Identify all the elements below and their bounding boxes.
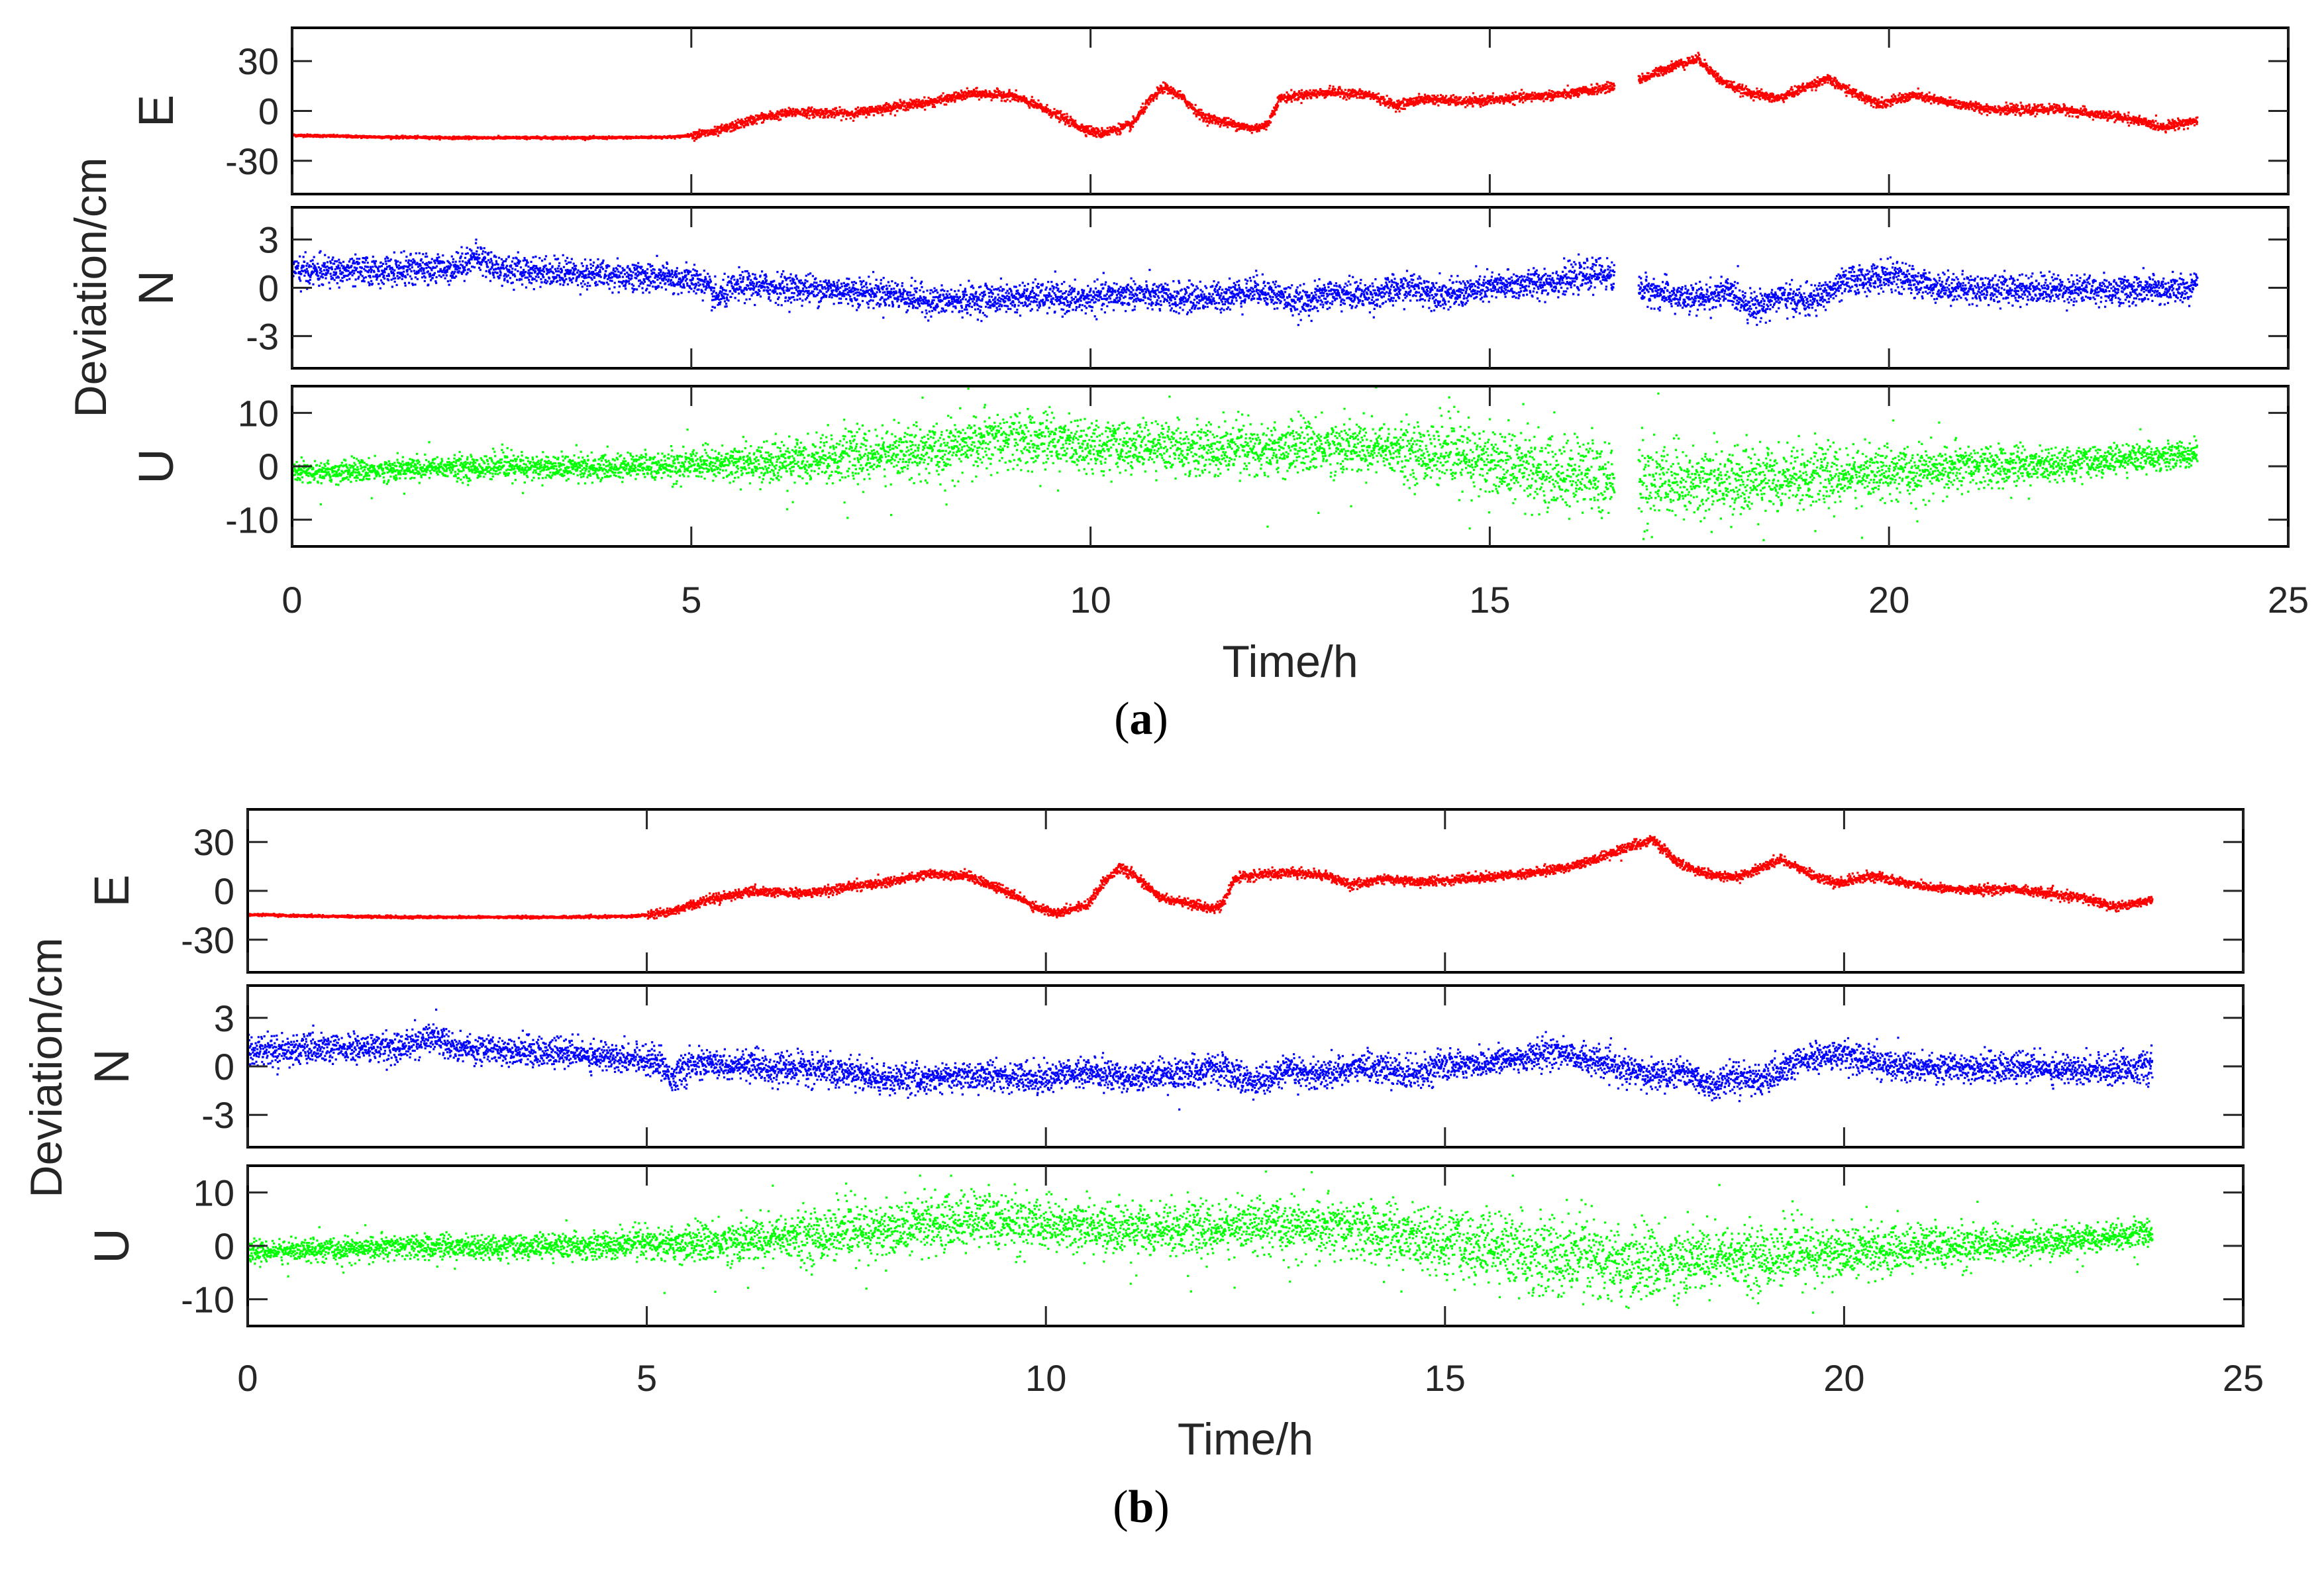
xtick-label: 25	[2268, 579, 2309, 621]
xtick-label: 0	[237, 1357, 258, 1399]
component-label-U: U	[128, 448, 183, 484]
xtick-label: 15	[1425, 1357, 1466, 1399]
ytick-label: 10	[193, 1172, 234, 1213]
x-axis-label: Time/h	[1222, 637, 1358, 687]
subplot-E: 30 0 -30 E	[128, 26, 2290, 195]
y-axis-label: Deviation/cm	[66, 157, 116, 417]
ytick-label: 10	[238, 392, 279, 434]
ytick-label: -10	[225, 499, 279, 541]
series-E-points	[248, 835, 2154, 920]
ytick-label: 0	[214, 1225, 234, 1267]
subplot-N: 3 0 -3 N	[84, 984, 2245, 1148]
ytick-label: -30	[225, 140, 279, 182]
component-label-N: N	[84, 1048, 139, 1084]
series-N-points	[292, 238, 2199, 327]
caption-open: (	[1114, 693, 1129, 744]
ytick-label: 3	[214, 997, 234, 1039]
component-label-E: E	[128, 95, 183, 127]
caption-close: )	[1153, 693, 1168, 744]
ytick-label: -3	[246, 315, 279, 357]
ytick-label: 0	[214, 1046, 234, 1088]
ytick-label: 0	[258, 91, 279, 132]
series-E-points	[292, 52, 2199, 142]
ytick-label: 30	[193, 821, 234, 863]
ytick-label: -30	[181, 919, 234, 961]
xtick-label: 20	[1823, 1357, 1864, 1399]
series-U-points	[292, 386, 2199, 542]
xtick-label: 5	[681, 579, 701, 621]
subplot-N: 3 0 -3 N	[128, 206, 2290, 370]
ytick-label: 0	[258, 268, 279, 309]
x-axis-label: Time/h	[1178, 1414, 1313, 1464]
xtick-label: 25	[2223, 1357, 2264, 1399]
ytick-label: 0	[214, 870, 234, 912]
subplot-U: 10 0 -10 U	[84, 1164, 2245, 1327]
ytick-label: 0	[258, 446, 279, 487]
caption-letter: a	[1130, 693, 1153, 744]
caption-letter: b	[1129, 1482, 1154, 1533]
caption-open: (	[1113, 1482, 1128, 1533]
xtick-label: 0	[281, 579, 302, 621]
xtick-label: 10	[1070, 579, 1111, 621]
series-U-points	[248, 1170, 2154, 1314]
xtick-label: 15	[1469, 579, 1510, 621]
y-axis-label: Deviation/cm	[21, 937, 72, 1198]
xtick-label: 20	[1868, 579, 1909, 621]
component-label-N: N	[128, 270, 183, 305]
ytick-label: 3	[258, 219, 279, 261]
component-label-E: E	[84, 874, 139, 907]
ytick-label: -10	[181, 1279, 234, 1321]
subplot-E: 30 0 -30 E	[84, 808, 2245, 974]
caption-close: )	[1154, 1482, 1169, 1533]
xtick-label: 5	[636, 1357, 657, 1399]
ytick-label: -3	[201, 1094, 234, 1136]
component-label-U: U	[84, 1228, 139, 1263]
subplot-U: 10 0 -10 U	[128, 385, 2290, 548]
series-N-points	[248, 1008, 2154, 1111]
panel-caption: (a)	[1114, 693, 1168, 744]
ytick-label: 30	[238, 40, 279, 82]
xtick-label: 10	[1025, 1357, 1066, 1399]
panel-caption: (b)	[1113, 1482, 1170, 1533]
